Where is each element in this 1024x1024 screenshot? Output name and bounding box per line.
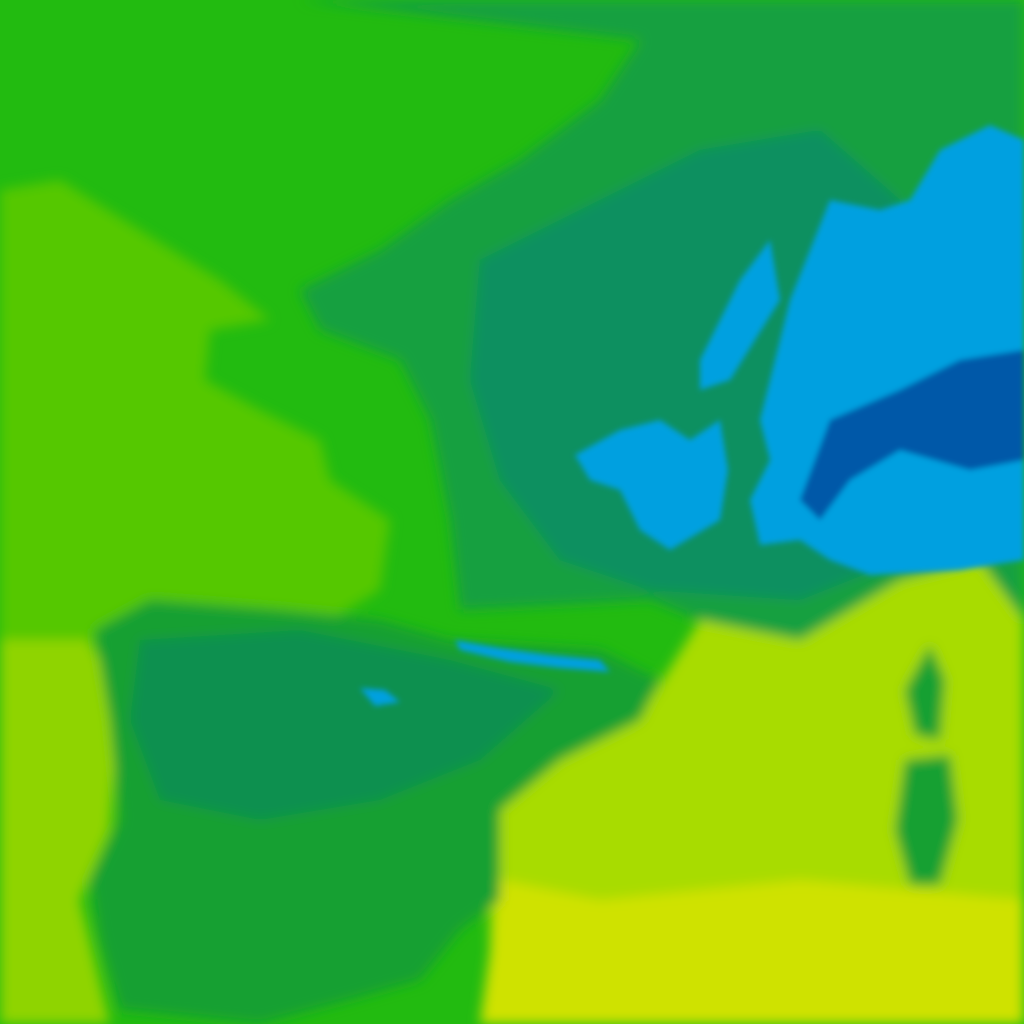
atlantic-south-region (0, 640, 120, 1024)
jura-mountain (700, 240, 780, 390)
massif-central-mountain (575, 420, 728, 550)
corsica (905, 645, 945, 740)
mediterranean-south (480, 880, 1024, 1024)
atlantic-region (0, 180, 390, 640)
sardinia (895, 755, 958, 885)
central-iberia-mountain (360, 688, 400, 706)
iberia-high (130, 630, 560, 820)
alps-peak (800, 350, 1024, 520)
pyrenees-mountain (455, 640, 610, 672)
